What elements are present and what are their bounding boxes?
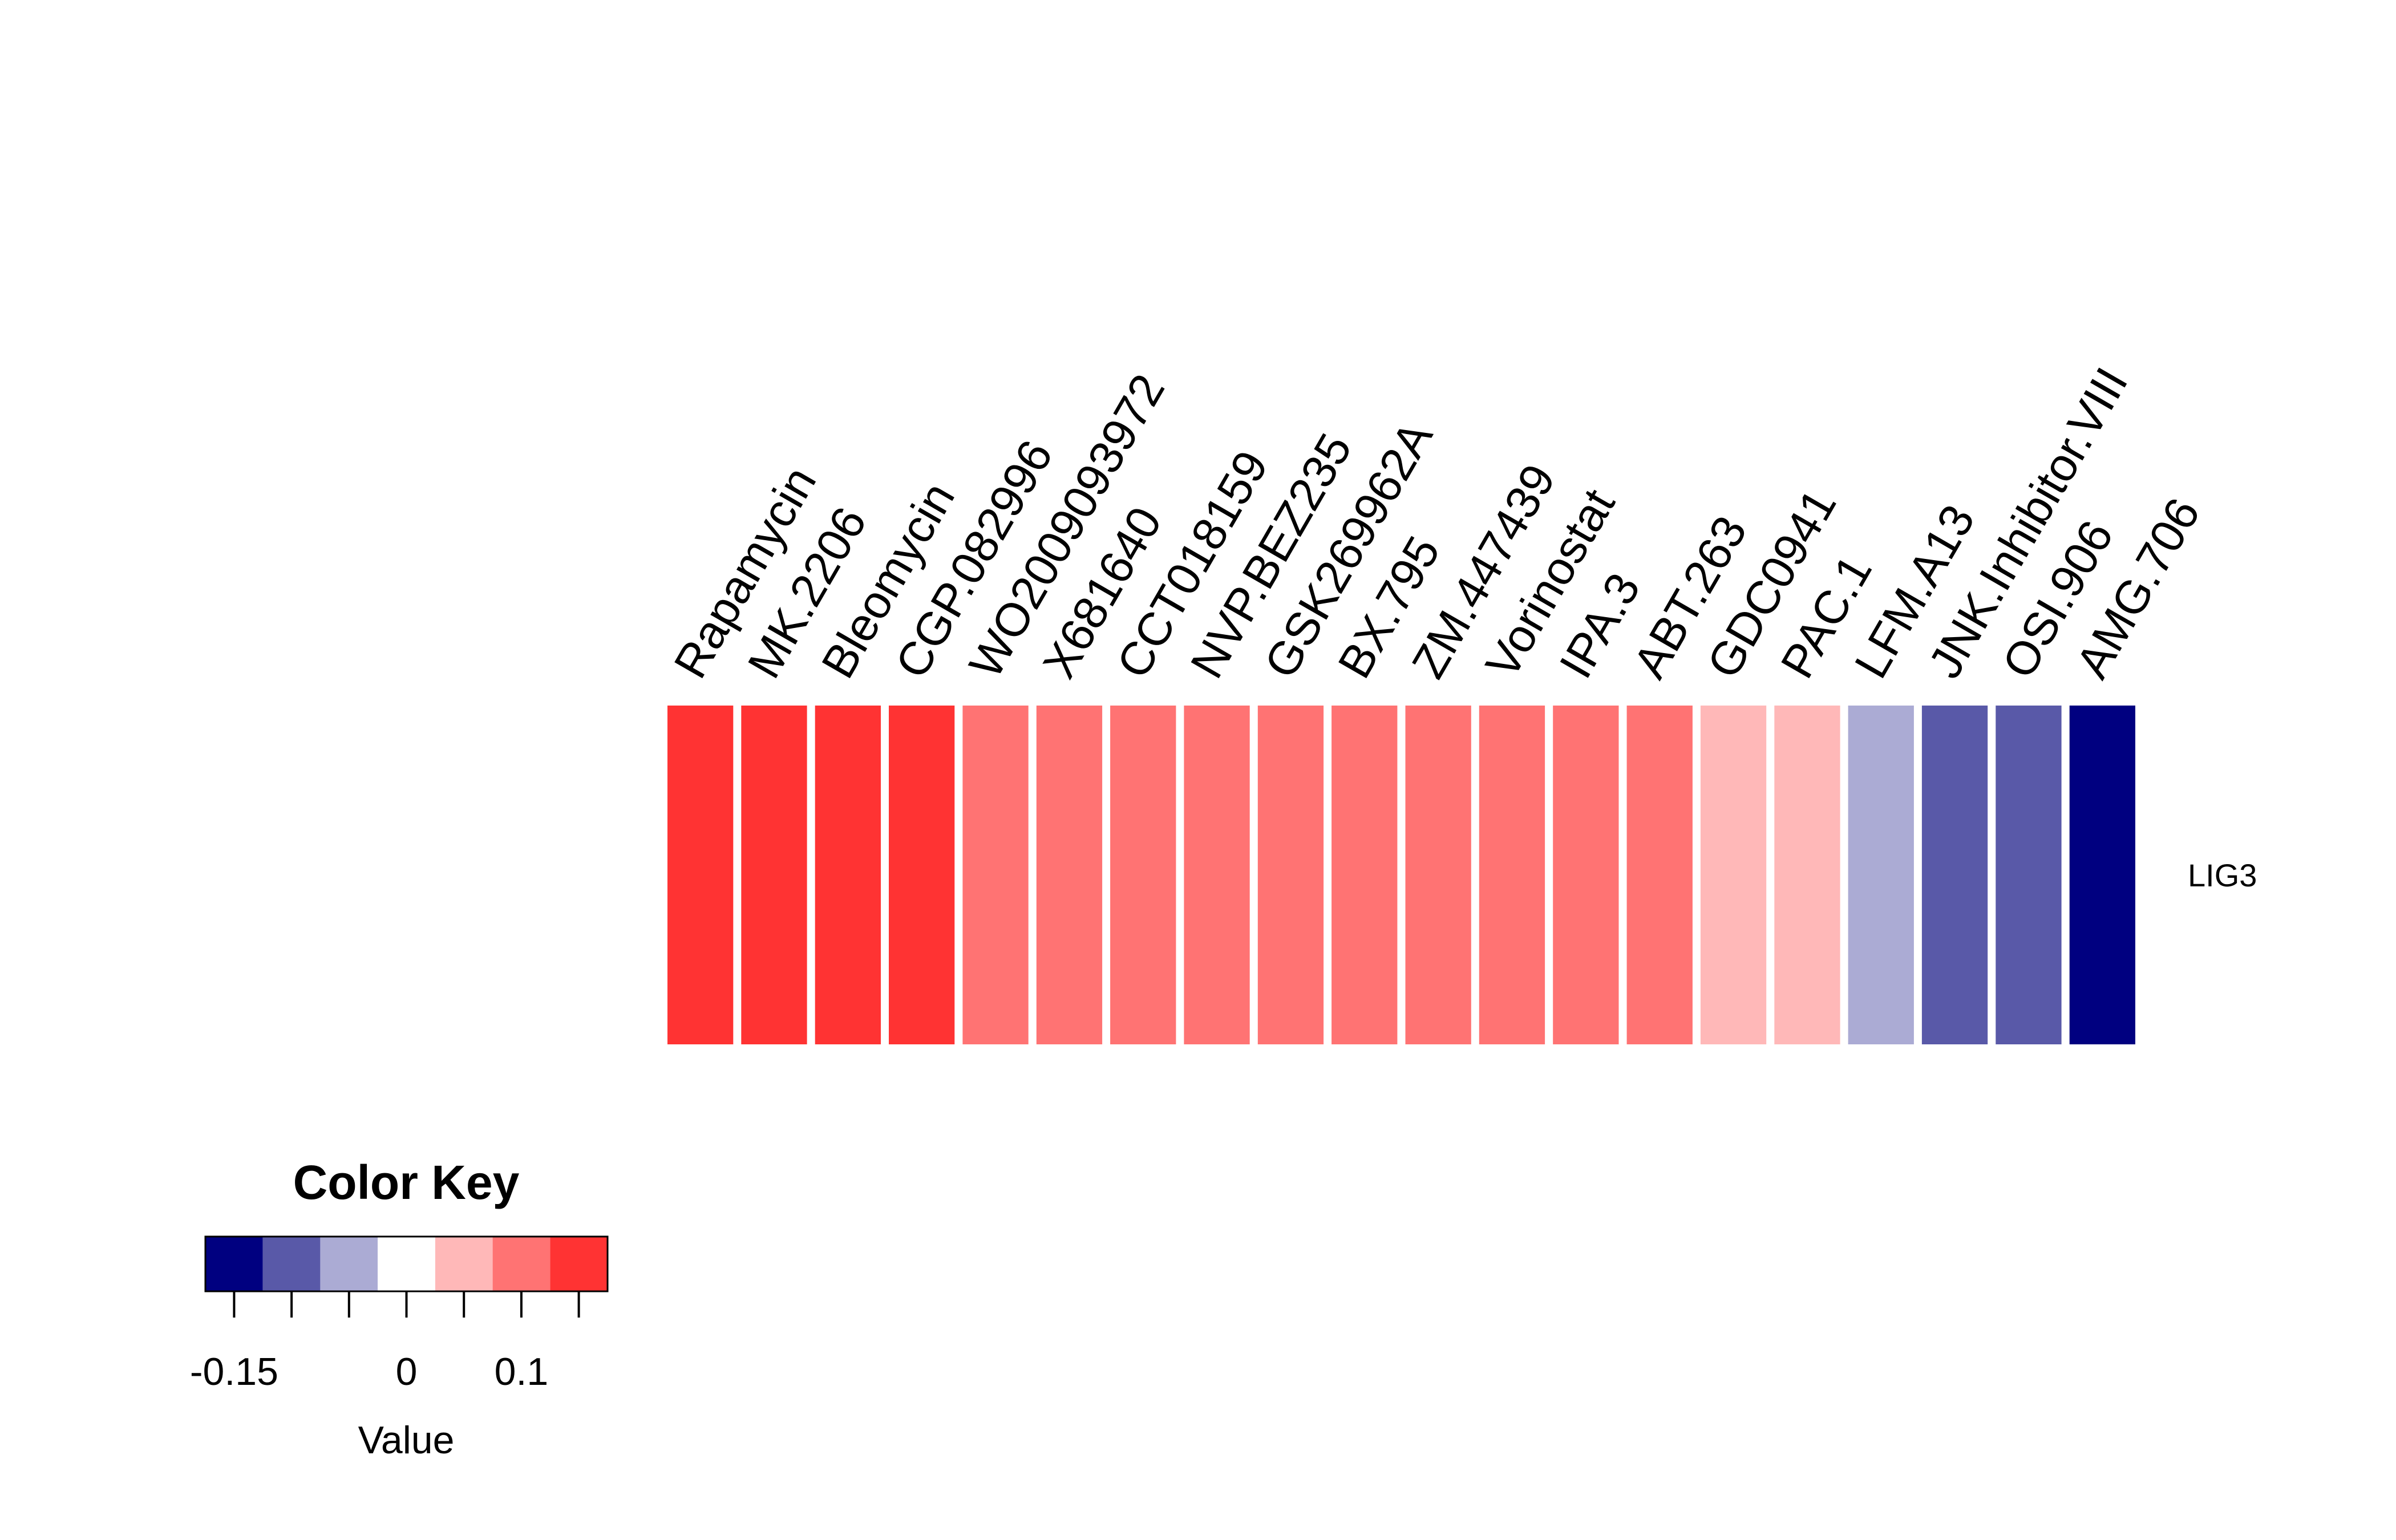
heatmap-cells bbox=[667, 706, 2135, 1044]
color-key: Color Key -0.15 0 0.1 Value bbox=[190, 1156, 609, 1462]
heatmap-cell bbox=[1184, 706, 1250, 1044]
heatmap-cell bbox=[1036, 706, 1103, 1044]
color-key-tick-label: 0.1 bbox=[495, 1350, 549, 1393]
column-labels: RapamycinMK.2206BleomycinCGP.082996WO200… bbox=[664, 359, 2210, 687]
heatmap-cell bbox=[1257, 706, 1324, 1044]
heatmap-cell bbox=[1331, 706, 1398, 1044]
color-key-bin bbox=[550, 1237, 608, 1291]
color-key-bin bbox=[205, 1237, 263, 1291]
row-labels: LIG3 bbox=[2188, 857, 2257, 893]
heatmap-cell bbox=[1626, 706, 1693, 1044]
heatmap-cell bbox=[1405, 706, 1471, 1044]
heatmap-cell bbox=[1110, 706, 1176, 1044]
heatmap-cell bbox=[1700, 706, 1767, 1044]
color-key-bins bbox=[205, 1237, 608, 1291]
heatmap-cell bbox=[1479, 706, 1545, 1044]
color-key-bin bbox=[262, 1237, 321, 1291]
heatmap-cell bbox=[1996, 706, 2062, 1044]
color-key-xlabel: Value bbox=[358, 1419, 455, 1462]
color-key-tick-label: -0.15 bbox=[190, 1350, 278, 1393]
heatmap-cell bbox=[1848, 706, 1914, 1044]
color-key-ticks: -0.15 0 0.1 bbox=[190, 1291, 580, 1393]
color-key-bin bbox=[320, 1237, 378, 1291]
color-key-bin bbox=[378, 1237, 435, 1291]
color-key-bin bbox=[435, 1237, 493, 1291]
heatmap-cell bbox=[815, 706, 881, 1044]
heatmap-cell bbox=[1553, 706, 1619, 1044]
heatmap-cell bbox=[889, 706, 955, 1044]
heatmap-cell bbox=[667, 706, 734, 1044]
heatmap-cell bbox=[962, 706, 1029, 1044]
row-label: LIG3 bbox=[2188, 857, 2257, 893]
color-key-tick-label: 0 bbox=[396, 1350, 418, 1393]
heatmap-cell bbox=[1921, 706, 1988, 1044]
color-key-bin bbox=[492, 1237, 551, 1291]
heatmap-cell bbox=[741, 706, 807, 1044]
heatmap-cell bbox=[1774, 706, 1840, 1044]
heatmap-cell bbox=[2069, 706, 2135, 1044]
color-key-title: Color Key bbox=[293, 1156, 520, 1209]
